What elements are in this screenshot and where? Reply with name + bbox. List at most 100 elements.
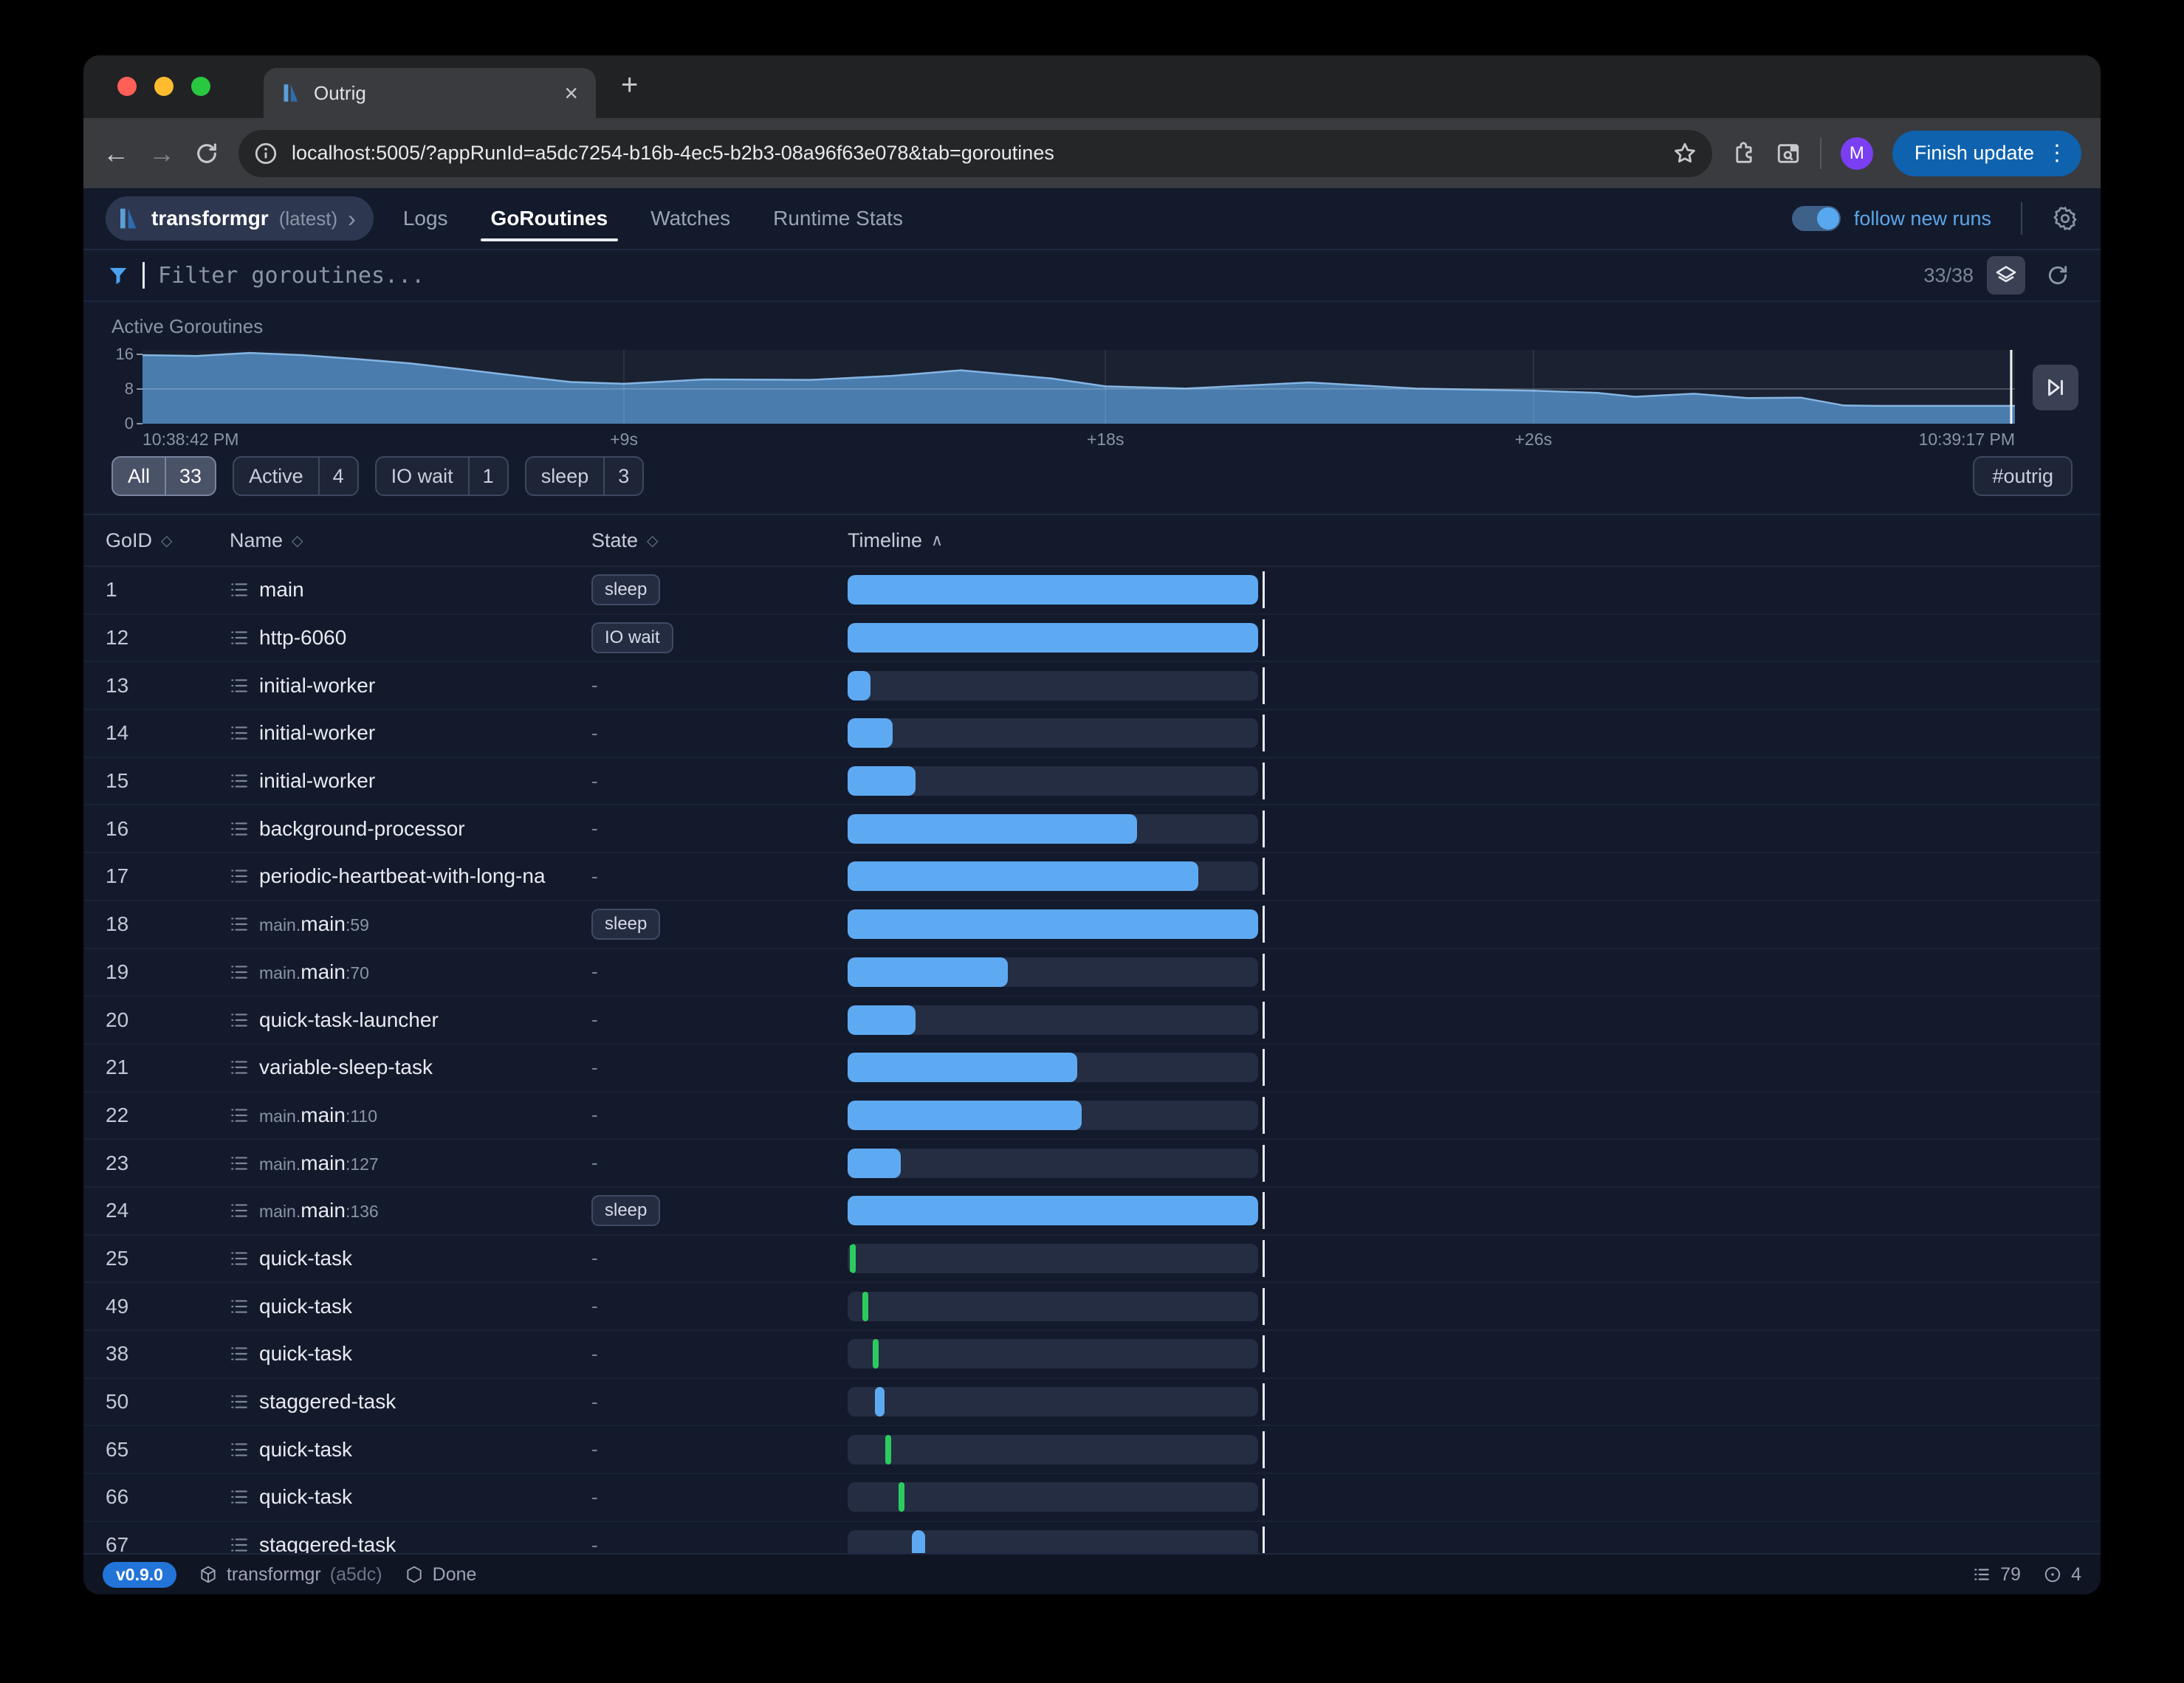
table-row[interactable]: 24 main.main:136 sleep (83, 1188, 2101, 1236)
goroutine-menu-icon[interactable] (230, 1249, 249, 1268)
app-run-selector[interactable]: transformgr (latest) › (106, 196, 374, 241)
maximize-window-button[interactable] (191, 77, 210, 96)
table-row[interactable]: 20 quick-task-launcher - (83, 997, 2101, 1044)
url-text[interactable]: localhost:5005/?appRunId=a5dc7254-b16b-4… (292, 142, 1054, 164)
column-header-goid[interactable]: GoID ◇ (106, 529, 173, 551)
tab-goroutines[interactable]: GoRoutines (480, 188, 618, 249)
table-row[interactable]: 65 quick-task - (83, 1426, 2101, 1475)
timeline-track[interactable] (848, 1387, 1258, 1417)
table-row[interactable]: 23 main.main:127 - (83, 1140, 2101, 1188)
tag-filter-chip[interactable]: #outrig (1973, 456, 2073, 496)
timeline-track[interactable] (848, 957, 1258, 987)
state-chip-all[interactable]: All 33 (111, 456, 217, 496)
goroutine-menu-icon[interactable] (230, 1011, 249, 1030)
state-chip-active[interactable]: Active 4 (233, 456, 359, 496)
bookmark-star-icon[interactable] (1672, 141, 1697, 166)
reload-button[interactable] (194, 141, 219, 166)
goroutine-menu-icon[interactable] (230, 1535, 249, 1553)
table-row[interactable]: 15 initial-worker - (83, 758, 2101, 806)
timeline-track[interactable] (848, 766, 1258, 796)
address-bar[interactable]: localhost:5005/?appRunId=a5dc7254-b16b-4… (238, 129, 1712, 177)
forward-button[interactable]: → (148, 137, 175, 168)
timeline-track[interactable] (848, 670, 1258, 701)
filter-input[interactable]: Filter goroutines... (158, 262, 425, 289)
goroutine-menu-icon[interactable] (230, 867, 249, 886)
goroutine-menu-icon[interactable] (230, 1487, 249, 1507)
column-header-name[interactable]: Name ◇ (230, 529, 303, 551)
site-info-icon[interactable] (253, 141, 278, 166)
timeline-track[interactable] (848, 1196, 1258, 1226)
tab-close-icon[interactable]: × (564, 80, 578, 106)
tab-logs[interactable]: Logs (402, 207, 448, 230)
timeline-track[interactable] (848, 1148, 1258, 1178)
goroutine-menu-icon[interactable] (230, 819, 249, 839)
goroutine-menu-icon[interactable] (230, 771, 249, 791)
extensions-icon[interactable] (1731, 141, 1757, 166)
table-row[interactable]: 19 main.main:70 - (83, 949, 2101, 997)
goroutine-menu-icon[interactable] (230, 963, 249, 982)
footer-goroutine-count[interactable]: 4 (2043, 1564, 2081, 1586)
timeline-track[interactable] (848, 1243, 1258, 1273)
goroutine-menu-icon[interactable] (230, 676, 249, 695)
new-tab-button[interactable]: + (621, 69, 639, 101)
table-row[interactable]: 22 main.main:110 - (83, 1092, 2101, 1140)
footer-run-status[interactable]: Done (405, 1564, 476, 1586)
state-chip-sleep[interactable]: sleep 3 (524, 456, 645, 496)
refresh-button[interactable] (2039, 256, 2077, 295)
table-row[interactable]: 50 staggered-task - (83, 1379, 2101, 1427)
timeline-track[interactable] (848, 1100, 1258, 1130)
goroutine-menu-icon[interactable] (230, 1392, 249, 1411)
finish-update-button[interactable]: Finish update ⋮ (1892, 130, 2081, 176)
chart-plot[interactable]: 10:38:42 PM +9s +18s +26s 10:39:17 PM (142, 350, 2015, 452)
goroutine-menu-icon[interactable] (230, 1154, 249, 1173)
table-row[interactable]: 14 initial-worker - (83, 710, 2101, 758)
settings-gear-icon[interactable] (2052, 205, 2078, 232)
timeline-track[interactable] (848, 1530, 1258, 1553)
tab-runtime-stats[interactable]: Runtime Stats (773, 207, 903, 230)
browser-tab[interactable]: Outrig × (264, 68, 596, 118)
goroutine-menu-icon[interactable] (230, 1440, 249, 1459)
table-row[interactable]: 16 background-processor - (83, 805, 2101, 854)
goroutine-menu-icon[interactable] (230, 1106, 249, 1125)
table-row[interactable]: 25 quick-task - (83, 1236, 2101, 1284)
timeline-track[interactable] (848, 1482, 1258, 1512)
goroutine-menu-icon[interactable] (230, 1058, 249, 1077)
timeline-track[interactable] (848, 1339, 1258, 1369)
table-row[interactable]: 21 variable-sleep-task - (83, 1044, 2101, 1092)
goroutine-menu-icon[interactable] (230, 723, 249, 743)
close-window-button[interactable] (117, 77, 137, 96)
goroutine-menu-icon[interactable] (230, 1344, 249, 1363)
window-controls[interactable] (117, 77, 210, 96)
table-row[interactable]: 49 quick-task - (83, 1283, 2101, 1331)
timeline-track[interactable] (848, 813, 1258, 844)
goroutine-menu-icon[interactable] (230, 1297, 249, 1316)
table-row[interactable]: 1 main sleep (83, 567, 2101, 615)
footer-log-count[interactable]: 79 (1972, 1564, 2021, 1586)
tab-watches[interactable]: Watches (650, 207, 731, 230)
timeline-track[interactable] (848, 861, 1258, 892)
timeline-track[interactable] (848, 1005, 1258, 1035)
minimize-window-button[interactable] (154, 77, 174, 96)
back-button[interactable]: ← (103, 137, 129, 168)
browser-menu-icon[interactable]: ⋮ (2046, 141, 2068, 165)
side-panel-icon[interactable] (1776, 141, 1801, 166)
jump-to-now-button[interactable] (2033, 365, 2078, 410)
timeline-track[interactable] (848, 1291, 1258, 1321)
follow-new-runs-control[interactable]: follow new runs (1791, 206, 1991, 231)
column-header-timeline[interactable]: Timeline ∧ (848, 529, 944, 551)
state-chip-io-wait[interactable]: IO wait 1 (374, 456, 509, 496)
table-row[interactable]: 67 staggered-task - (83, 1522, 2101, 1553)
timeline-track[interactable] (848, 718, 1258, 748)
profile-avatar[interactable]: M (1840, 137, 1873, 170)
timeline-track[interactable] (848, 1053, 1258, 1083)
stacked-view-button[interactable] (1987, 256, 2025, 295)
goroutine-menu-icon[interactable] (230, 1201, 249, 1220)
table-row[interactable]: 12 http-6060 IO wait (83, 615, 2101, 663)
timeline-track[interactable] (848, 575, 1258, 605)
goroutine-menu-icon[interactable] (230, 628, 249, 647)
timeline-track[interactable] (848, 623, 1258, 653)
footer-app-status[interactable]: transformgr (a5dc) (199, 1564, 382, 1586)
goroutine-menu-icon[interactable] (230, 580, 249, 599)
table-row[interactable]: 13 initial-worker - (83, 662, 2101, 711)
table-row[interactable]: 17 periodic-heartbeat-with-long-na - (83, 853, 2101, 901)
